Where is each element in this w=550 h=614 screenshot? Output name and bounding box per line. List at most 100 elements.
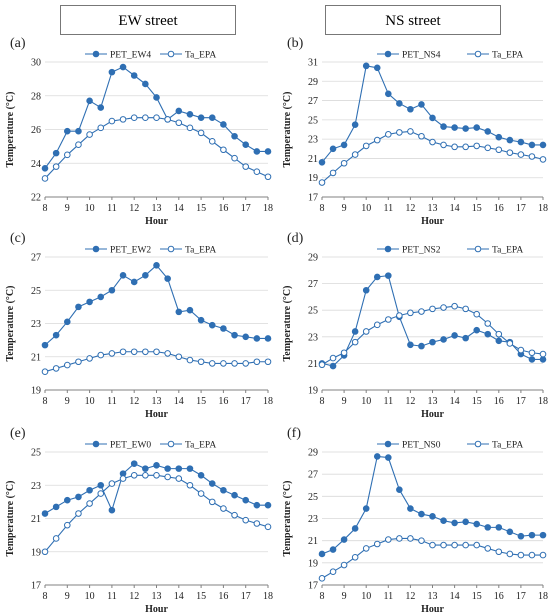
y-tick-label: 25	[31, 448, 41, 459]
y-tick-label: 21	[31, 514, 41, 525]
data-point	[208, 498, 216, 506]
data-point	[64, 318, 71, 326]
data-point	[97, 490, 105, 497]
data-point	[539, 350, 547, 358]
data-point	[164, 465, 171, 472]
data-point	[108, 350, 116, 357]
data-point	[385, 454, 392, 461]
data-point	[153, 471, 160, 479]
x-tick-label: 13	[428, 203, 438, 214]
x-tick-label: 17	[241, 591, 251, 602]
data-point	[86, 500, 93, 507]
x-tick-label: 13	[152, 591, 162, 602]
x-tick-label: 9	[342, 591, 347, 602]
data-point	[231, 491, 238, 499]
y-tick-label: 22	[31, 193, 41, 204]
chart-5: 17 19 21 23 25 27 29 8 9 10 11 12 13 14 15 16 17 18 Hour Te…	[282, 426, 548, 614]
x-tick-label: 16	[494, 396, 504, 407]
data-point	[242, 141, 249, 148]
y-tick-label: 29	[308, 253, 318, 264]
y-tick-label: 23	[31, 319, 41, 330]
x-axis-title: Hour	[145, 216, 168, 227]
x-tick-label: 13	[428, 396, 438, 407]
x-tick-label: 11	[107, 591, 117, 602]
data-point	[220, 505, 227, 512]
legend-marker	[167, 245, 175, 253]
data-point	[253, 335, 261, 342]
data-point	[495, 330, 503, 338]
data-point	[86, 131, 93, 138]
data-point	[539, 141, 547, 149]
series-line-0	[44, 462, 268, 514]
data-point	[264, 501, 272, 509]
data-point	[418, 132, 425, 140]
y-tick-label: 21	[308, 536, 318, 547]
data-point	[197, 358, 205, 366]
data-point	[264, 148, 272, 155]
data-point	[130, 72, 138, 79]
x-tick-label: 13	[428, 591, 438, 602]
x-tick-label: 12	[405, 203, 415, 214]
data-point	[440, 336, 447, 343]
data-point	[108, 68, 116, 76]
data-point	[473, 124, 481, 131]
y-axis-title: Temperature (°C)	[5, 286, 16, 362]
data-point	[407, 505, 414, 512]
data-point	[318, 361, 326, 369]
data-point	[97, 481, 105, 489]
x-tick-label: 15	[196, 396, 206, 407]
data-point	[484, 320, 492, 327]
legend-marker	[92, 440, 100, 448]
data-point	[220, 121, 227, 128]
x-tick-label: 12	[405, 591, 415, 602]
data-point	[142, 114, 149, 121]
data-point	[164, 275, 171, 282]
y-tick-label: 30	[31, 58, 41, 69]
legend-marker	[92, 245, 100, 253]
y-tick-label: 28	[31, 91, 41, 102]
data-point	[318, 550, 326, 558]
data-point	[142, 271, 149, 279]
data-point	[462, 334, 469, 342]
data-point	[373, 453, 381, 460]
data-point	[52, 149, 60, 157]
data-point	[539, 531, 547, 539]
y-tick-label: 21	[308, 154, 318, 165]
data-point	[484, 545, 492, 552]
x-tick-label: 12	[129, 203, 139, 214]
data-point	[264, 173, 272, 181]
data-point	[528, 141, 536, 149]
panel-label: (a)	[10, 36, 26, 51]
data-point	[119, 271, 127, 279]
x-tick-label: 17	[241, 396, 251, 407]
data-point	[396, 486, 403, 493]
x-tick-label: 11	[383, 203, 393, 214]
data-point	[418, 308, 425, 315]
legend-label: PET_EW4	[110, 51, 151, 61]
x-tick-label: 10	[361, 203, 371, 214]
data-point	[153, 462, 160, 469]
data-point	[462, 518, 469, 526]
x-tick-label: 8	[43, 591, 48, 602]
x-tick-label: 9	[65, 591, 70, 602]
y-tick-label: 19	[308, 173, 318, 184]
series-line-1	[44, 117, 269, 179]
y-axis-title: Temperature (°C)	[5, 481, 16, 557]
y-tick-label: 25	[308, 306, 318, 317]
data-point	[153, 348, 160, 356]
data-point	[517, 138, 525, 146]
y-tick-label: 31	[308, 58, 318, 69]
data-point	[52, 163, 60, 170]
data-point	[130, 278, 138, 286]
legend-marker	[384, 440, 392, 448]
data-point	[242, 163, 249, 170]
x-tick-label: 13	[152, 203, 162, 214]
data-point	[539, 356, 547, 363]
legend-marker	[92, 50, 100, 58]
data-point	[506, 149, 514, 156]
data-point	[451, 519, 458, 527]
panel-label: (d)	[287, 231, 304, 246]
data-point	[340, 349, 348, 357]
legend-label: Ta_EPA	[185, 246, 216, 256]
